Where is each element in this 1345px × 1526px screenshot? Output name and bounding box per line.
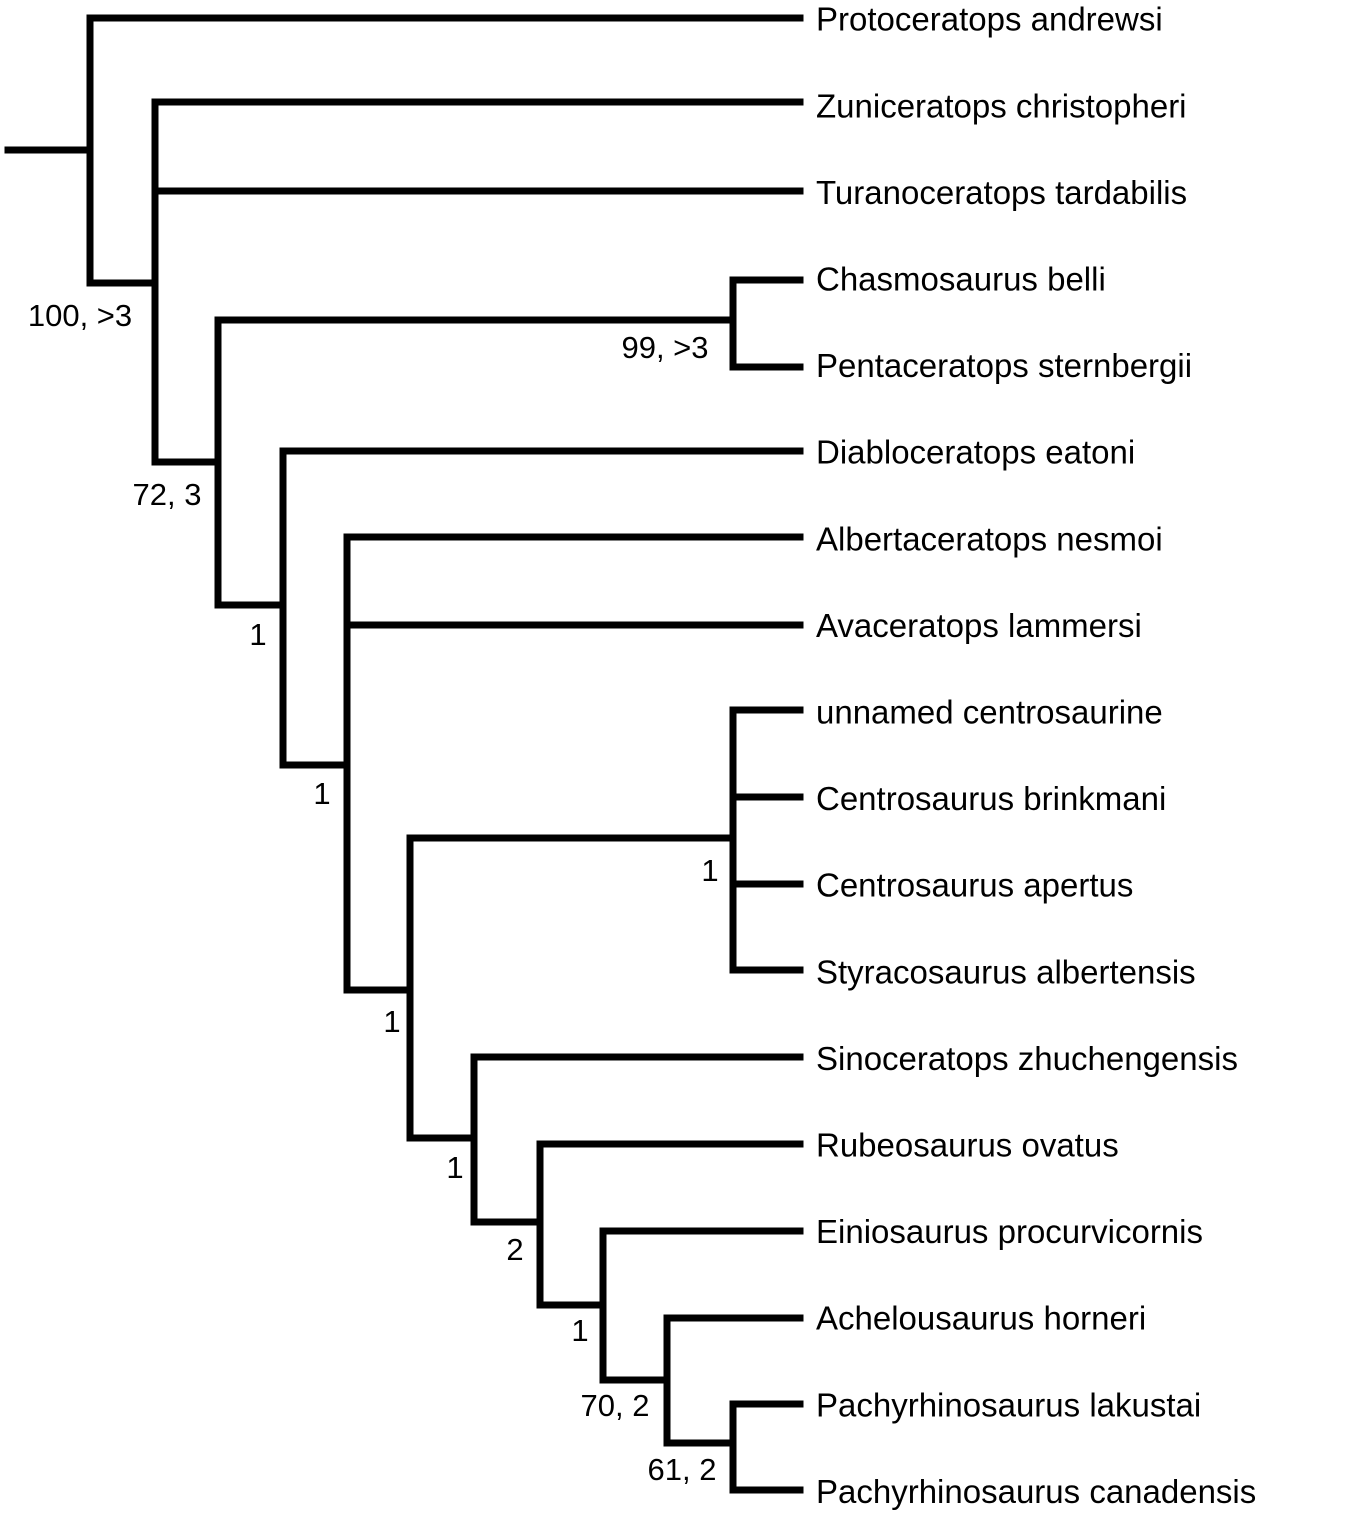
node-support-label: 1 [571,1313,588,1348]
taxon-label: Avaceratops lammersi [816,607,1142,644]
taxon-label: Achelousaurus horneri [816,1300,1146,1337]
taxon-label: Protoceratops andrewsi [816,1,1163,38]
taxon-label: Turanoceratops tardabilis [816,174,1187,211]
taxon-label: Rubeosaurus ovatus [816,1127,1119,1164]
taxon-label: Zuniceratops christopheri [816,87,1187,124]
node-support-label: 72, 3 [133,477,202,512]
taxon-label: Sinoceratops zhuchengensis [816,1040,1238,1077]
taxon-label: Diabloceratops eatoni [816,434,1135,471]
tree-branches [4,14,804,1494]
taxon-label: Centrosaurus apertus [816,867,1133,904]
node-support-label: 1 [701,853,718,888]
taxon-label: Pentaceratops sternbergii [816,347,1192,384]
node-support-label: 1 [383,1004,400,1039]
taxon-label: Pachyrhinosaurus canadensis [816,1473,1256,1510]
taxon-label: unnamed centrosaurine [816,694,1163,731]
node-support-label: 1 [313,776,330,811]
node-support-label: 70, 2 [581,1388,650,1423]
node-support-label: 100, >3 [28,298,132,333]
taxon-label: Einiosaurus procurvicornis [816,1213,1203,1250]
taxon-label: Albertaceratops nesmoi [816,520,1163,557]
node-support-label: 1 [446,1150,463,1185]
taxon-label: Chasmosaurus belli [816,261,1106,298]
taxon-label: Centrosaurus brinkmani [816,780,1166,817]
node-support-label: 61, 2 [648,1452,717,1487]
taxon-label: Styracosaurus albertensis [816,953,1196,990]
node-support-label: 2 [506,1232,523,1267]
node-support-label: 99, >3 [621,330,708,365]
node-support-label: 1 [249,617,266,652]
taxon-label: Pachyrhinosaurus lakustai [816,1386,1201,1423]
